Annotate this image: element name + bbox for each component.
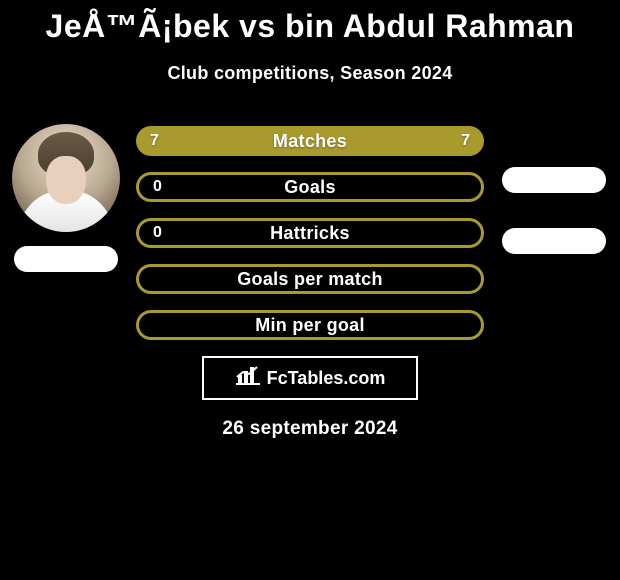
stat-value-left: 7	[150, 132, 159, 150]
chart-bars-icon	[235, 365, 261, 392]
player-right-pill-2	[502, 228, 606, 254]
branding-box: FcTables.com	[202, 356, 418, 400]
player-right	[494, 124, 614, 254]
stat-bar: Min per goal	[136, 310, 484, 340]
branding-text: FcTables.com	[267, 368, 386, 389]
player-left	[6, 124, 126, 272]
comparison-content: 7 Matches 7 0 Goals 0 Hattricks Goals per match…	[0, 124, 620, 340]
player-left-name-pill	[14, 246, 118, 272]
stat-bar: Goals per match	[136, 264, 484, 294]
player-left-torso	[18, 190, 114, 232]
player-right-avatar-wrap	[494, 124, 614, 232]
stat-value-left: 0	[153, 224, 162, 242]
stat-label: Goals	[284, 177, 336, 198]
comparison-date: 26 september 2024	[0, 418, 620, 440]
stat-bar: 7 Matches 7	[136, 126, 484, 156]
player-left-avatar	[12, 124, 120, 232]
stat-bars: 7 Matches 7 0 Goals 0 Hattricks Goals per match…	[136, 124, 484, 340]
stat-label: Min per goal	[255, 315, 365, 336]
stat-bar: 0 Hattricks	[136, 218, 484, 248]
stat-value-left: 0	[153, 178, 162, 196]
stat-label: Goals per match	[237, 269, 383, 290]
stat-label: Matches	[273, 131, 347, 152]
page-title: JeÅ™Ã¡bek vs bin Abdul Rahman	[0, 0, 620, 45]
stat-label: Hattricks	[270, 223, 350, 244]
stat-bar: 0 Goals	[136, 172, 484, 202]
page-subtitle: Club competitions, Season 2024	[0, 63, 620, 84]
stat-value-right: 7	[461, 132, 470, 150]
player-right-pill-1	[502, 167, 606, 193]
